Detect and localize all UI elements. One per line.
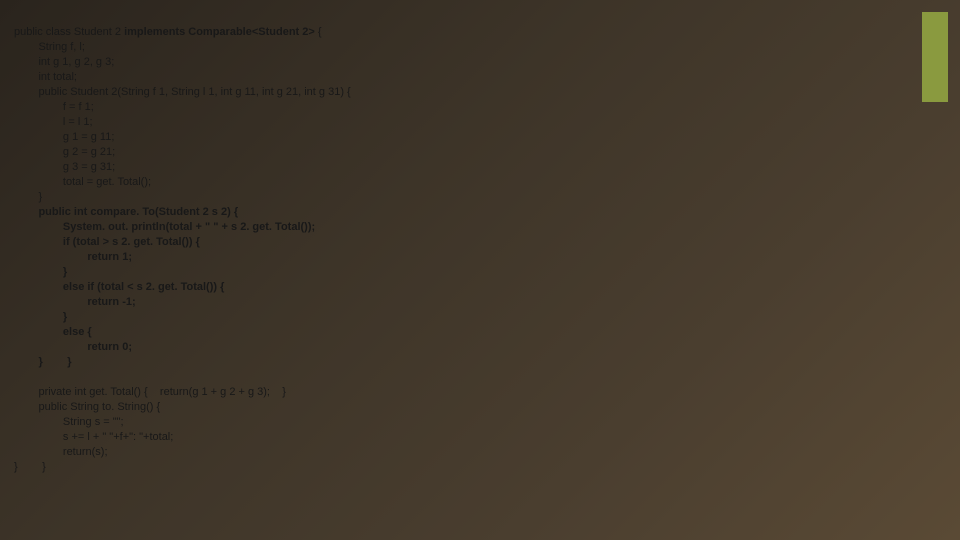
line-24: private int get. Total() { return(g 1 + … (14, 386, 286, 398)
line-25: public String to. String() { (14, 401, 160, 413)
line-20: } (14, 311, 67, 323)
line-5: public Student 2(String f 1, String l 1,… (14, 86, 351, 98)
line-2: String f, l; (14, 41, 85, 53)
line-6: f = f 1; (14, 101, 94, 113)
line-23: } } (14, 356, 71, 368)
line-27: s += l + " "+f+": "+total; (14, 431, 173, 443)
line-1: public class Student 2 implements Compar… (14, 26, 322, 38)
line-18: else if (total < s 2. get. Total()) { (14, 281, 224, 293)
line-4: int total; (14, 71, 77, 83)
line-8: g 1 = g 11; (14, 131, 114, 143)
line-22: return 0; (14, 341, 132, 353)
line-19: return -1; (14, 296, 136, 308)
accent-bar (922, 12, 948, 102)
line-10: g 3 = g 31; (14, 161, 115, 173)
code-block: public class Student 2 implements Compar… (14, 10, 351, 475)
line-28: return(s); (14, 446, 108, 458)
line-11: total = get. Total(); (14, 176, 151, 188)
line-16: return 1; (14, 251, 132, 263)
line-26: String s = ""; (14, 416, 124, 428)
line-13: public int compare. To(Student 2 s 2) { (14, 206, 238, 218)
line-3: int g 1, g 2, g 3; (14, 56, 114, 68)
line-21: else { (14, 326, 92, 338)
line-7: l = l 1; (14, 116, 93, 128)
line-17: } (14, 266, 67, 278)
line-15: if (total > s 2. get. Total()) { (14, 236, 200, 248)
line-12: } (14, 191, 42, 203)
line-9: g 2 = g 21; (14, 146, 115, 158)
line-29: } } (14, 461, 46, 473)
line-blank (14, 371, 17, 383)
line-14: System. out. println(total + " " + s 2. … (14, 221, 315, 233)
